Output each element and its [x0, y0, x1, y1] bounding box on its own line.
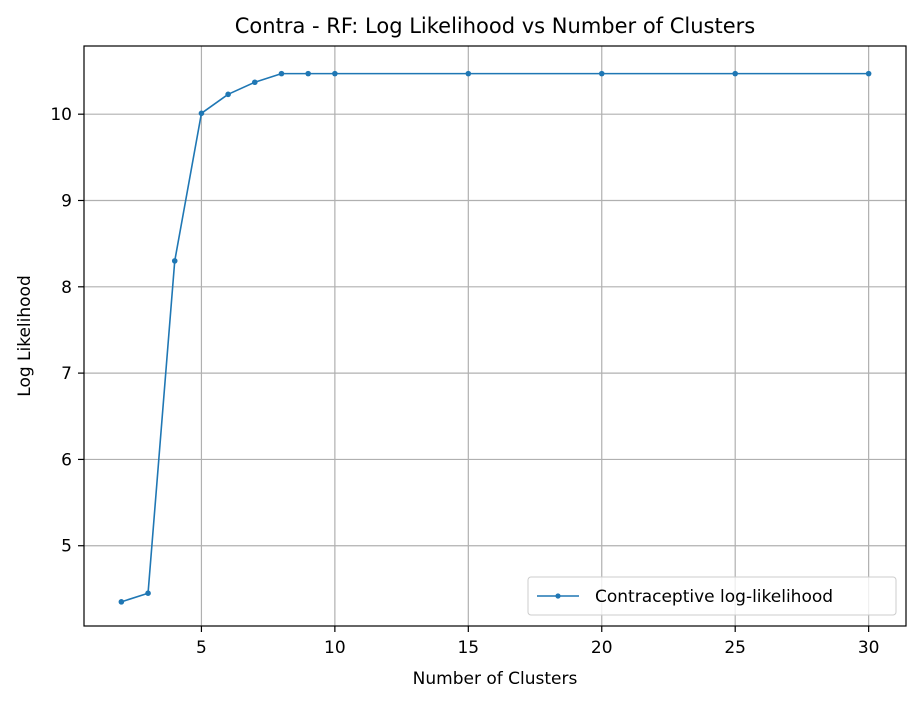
data-point	[465, 70, 472, 77]
ticks: 5 10 15 20 25 30 5 6 7 8 9 10	[50, 105, 879, 658]
y-axis-label: Log Likelihood	[15, 275, 35, 396]
x-tick-label: 15	[457, 638, 479, 658]
x-axis-label: Number of Clusters	[413, 669, 578, 689]
data-point	[225, 91, 231, 98]
data-point	[171, 258, 178, 264]
chart-title: Contra - RF: Log Likelihood vs Number of…	[235, 14, 755, 38]
x-tick-label: 20	[591, 638, 613, 658]
y-tick-label: 7	[61, 364, 72, 384]
data-point	[865, 70, 872, 77]
y-tick-label: 9	[61, 191, 72, 211]
legend-label: Contraceptive log-likelihood	[595, 587, 833, 607]
plot-area-frame	[83, 45, 907, 627]
y-tick-label: 8	[61, 278, 72, 298]
data-point	[252, 79, 258, 86]
grid	[84, 46, 906, 626]
data-point	[118, 599, 125, 605]
data-point	[278, 70, 285, 77]
legend: Contraceptive log-likelihood	[527, 576, 897, 616]
legend-marker-swatch	[555, 593, 561, 599]
data-point	[198, 110, 205, 117]
x-tick-label: 25	[724, 638, 746, 658]
data-point	[598, 70, 605, 77]
y-tick-label: 5	[61, 537, 72, 557]
data-point	[732, 70, 738, 77]
y-tick-label: 10	[50, 105, 72, 125]
data-point	[145, 590, 151, 597]
series-layer	[118, 70, 872, 605]
x-tick-label: 5	[196, 638, 207, 658]
y-tick-label: 6	[61, 450, 72, 470]
legend-box	[527, 576, 897, 616]
data-point	[332, 70, 338, 77]
data-point	[305, 70, 311, 77]
x-tick-label: 30	[858, 638, 880, 658]
x-tick-label: 10	[324, 638, 346, 658]
